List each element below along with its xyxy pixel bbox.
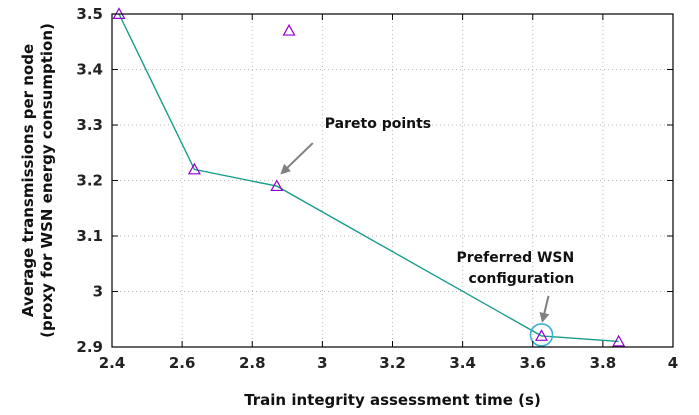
data-points: [112, 7, 626, 347]
pareto-front-series: [118, 13, 619, 343]
data-point-triangle: [270, 179, 284, 192]
pareto-arrow: [280, 142, 314, 175]
y-tick-label: 2.9: [76, 338, 103, 356]
data-point-triangle: [282, 23, 296, 36]
preferred-highlight-circle: [529, 323, 554, 347]
y-tick-label: 3.1: [76, 227, 103, 245]
annotations: Pareto points Preferred WSN configuration: [280, 116, 575, 323]
y-axis-title-line-1: Average transmissions per node: [19, 44, 37, 317]
x-tick-label: 2.6: [169, 354, 196, 372]
preferred-annotation-label-line-1: Preferred WSN: [457, 250, 575, 266]
x-tick-label: 3: [317, 354, 327, 372]
y-tick-label: 3: [93, 283, 103, 301]
x-tick-label: 2.4: [99, 354, 126, 372]
x-tick-label: 3.6: [519, 354, 546, 372]
preferred-arrow: [539, 295, 550, 323]
pareto-annotation-label: Pareto points: [325, 116, 431, 132]
y-tick-label: 3.2: [76, 172, 103, 190]
grid: [112, 14, 673, 347]
data-point-triangle: [612, 334, 626, 347]
preferred-annotation-label-line-2: configuration: [469, 271, 575, 287]
data-point-triangle: [187, 162, 201, 175]
x-tick-label: 3.2: [379, 354, 406, 372]
y-tick-label: 3.4: [76, 61, 103, 79]
x-tick-label: 3.4: [449, 354, 476, 372]
y-tick-label: 3.5: [76, 5, 103, 23]
data-point-triangle: [534, 329, 549, 341]
x-tick-label: 2.8: [239, 354, 266, 372]
x-axis-title: Train integrity assessment time (s): [244, 391, 541, 409]
axis-ticks: 2.4 2.6 2.8 3 3.2 3.4 3.6 3.8 4 2.9 3 3.1 3.2 3.3 3.4 3…: [76, 5, 678, 372]
y-tick-label: 3.3: [76, 116, 103, 134]
y-axis-title-line-2: (proxy for WSN energy consumption): [38, 23, 56, 338]
pareto-front-line: [118, 13, 619, 343]
x-tick-label: 4: [668, 354, 678, 372]
x-tick-label: 3.8: [590, 354, 617, 372]
